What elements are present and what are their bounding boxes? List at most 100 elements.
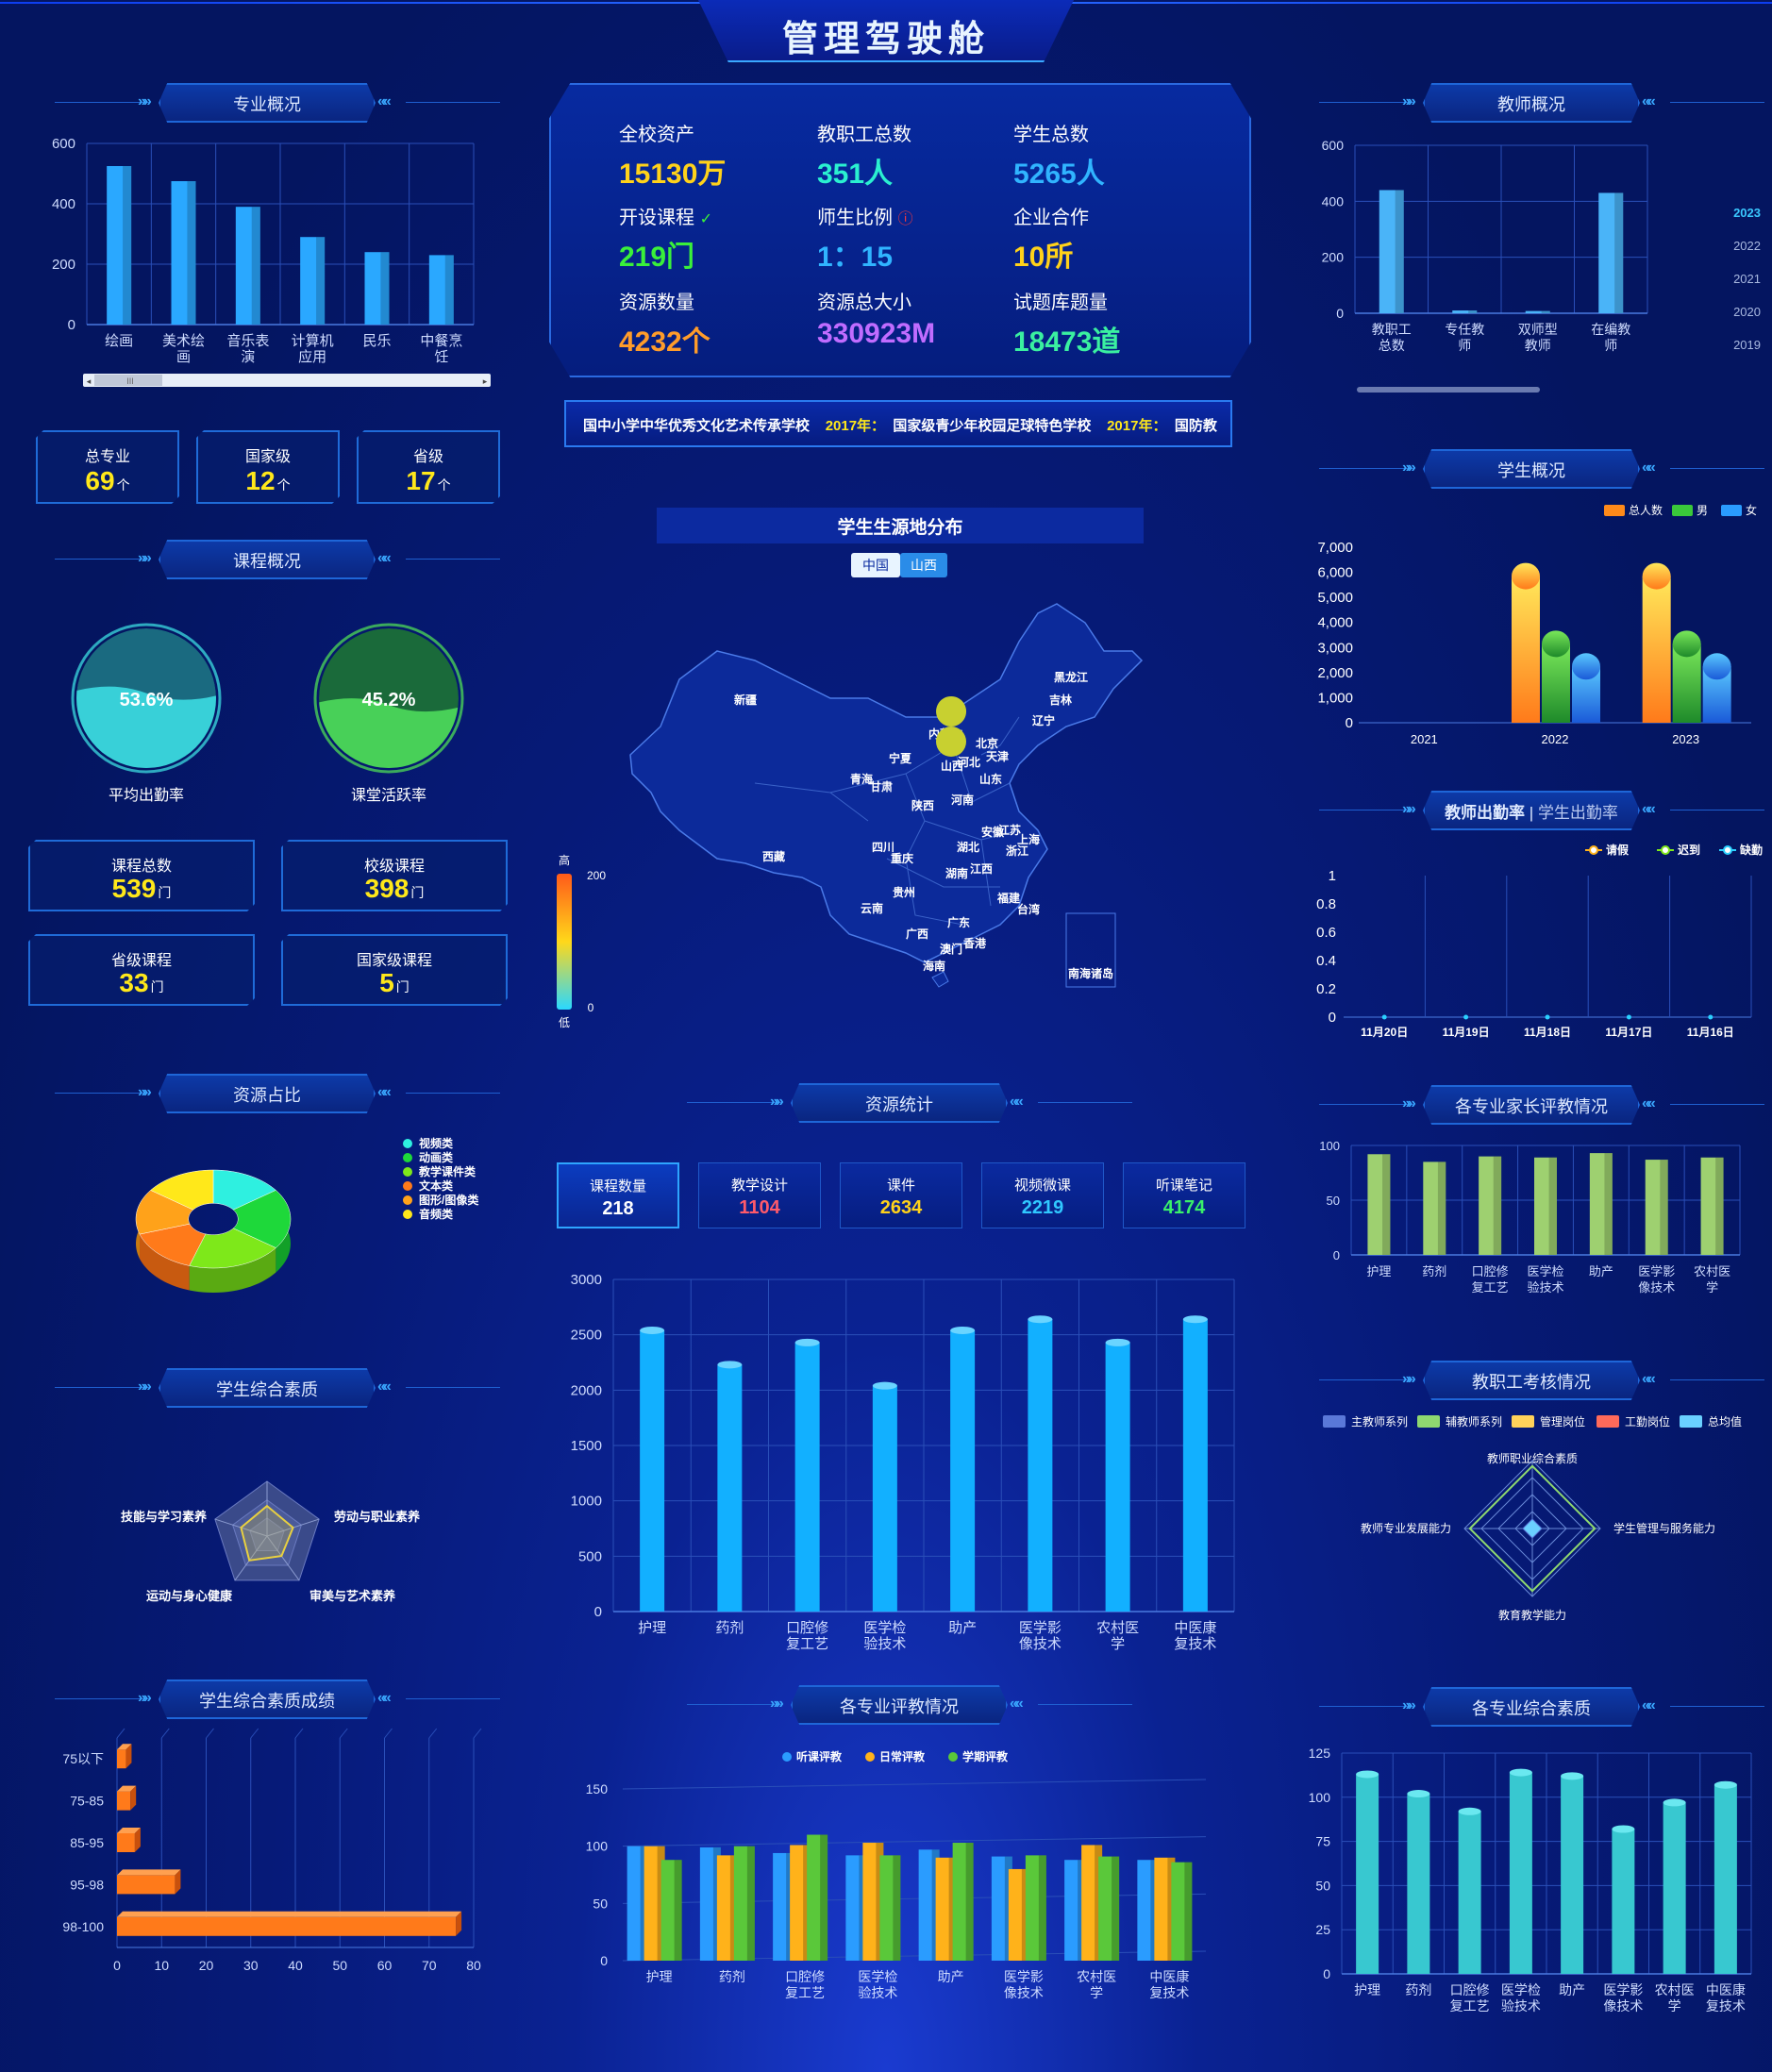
bar[interactable] — [1356, 1774, 1379, 1974]
chevron-right-icon: »» — [1402, 1371, 1416, 1387]
bar[interactable] — [1452, 310, 1478, 313]
bar[interactable] — [1561, 1776, 1584, 1974]
bar[interactable] — [845, 1855, 867, 1961]
bar[interactable] — [1479, 1156, 1502, 1255]
bar[interactable] — [364, 252, 390, 325]
major-chart-scrollbar[interactable] — [83, 374, 491, 387]
bar[interactable] — [717, 1364, 743, 1612]
color-scale[interactable] — [557, 874, 572, 1010]
info-icon: ⓘ — [897, 211, 913, 227]
bar[interactable] — [935, 1857, 957, 1961]
resource-tab[interactable]: 教学设计 1104 — [698, 1162, 821, 1228]
map-shape[interactable] — [629, 603, 1144, 963]
bar[interactable] — [300, 237, 326, 325]
bar[interactable] — [1713, 1784, 1737, 1974]
radar-series[interactable] — [240, 1504, 294, 1562]
scrollbar-thumb[interactable] — [94, 375, 162, 386]
data-point[interactable] — [1463, 1014, 1469, 1020]
data-point[interactable] — [1708, 1014, 1713, 1020]
bar[interactable] — [807, 1834, 828, 1961]
bar[interactable] — [1182, 1319, 1208, 1612]
bar[interactable] — [952, 1843, 974, 1961]
bar[interactable] — [1407, 1794, 1430, 1974]
bar[interactable] — [1612, 1829, 1635, 1974]
bar[interactable] — [1367, 1154, 1391, 1255]
bar[interactable] — [1154, 1857, 1176, 1961]
bar[interactable] — [1700, 1157, 1724, 1255]
resource-tab[interactable]: 听课笔记 4174 — [1123, 1162, 1245, 1228]
bar[interactable] — [1512, 576, 1540, 723]
bar[interactable] — [428, 255, 454, 325]
bar[interactable] — [1171, 1862, 1193, 1961]
bar[interactable] — [1509, 1772, 1532, 1974]
bar[interactable] — [790, 1845, 811, 1961]
bar[interactable] — [1458, 1811, 1481, 1974]
bar[interactable] — [794, 1342, 820, 1612]
legend-label: 管理岗位 — [1540, 1414, 1585, 1429]
resource-tab[interactable]: 课程数量 218 — [557, 1162, 679, 1228]
bar-shade — [1437, 1161, 1446, 1255]
tab-teacher-attendance[interactable]: 教师出勤率 — [1445, 804, 1526, 822]
bar[interactable] — [117, 1833, 135, 1852]
bar[interactable] — [950, 1329, 976, 1612]
resource-tab[interactable]: 视频微课 2219 — [981, 1162, 1104, 1228]
bar[interactable] — [640, 1329, 665, 1612]
bar[interactable] — [1064, 1860, 1086, 1961]
bar[interactable] — [991, 1856, 1012, 1961]
y-tick-label: 0 — [594, 1604, 602, 1620]
bar[interactable] — [1025, 1855, 1046, 1961]
legend-dot — [403, 1167, 412, 1177]
bar[interactable] — [1525, 310, 1550, 313]
bar[interactable] — [1008, 1868, 1029, 1961]
x-tick-label: 中医康 — [1174, 1620, 1216, 1636]
bar[interactable] — [1379, 190, 1404, 313]
title-bar: 管理驾驶舱 — [0, 0, 1772, 75]
bar[interactable] — [1663, 1802, 1686, 1974]
bar[interactable] — [862, 1843, 884, 1961]
radar-series[interactable] — [1522, 1518, 1543, 1539]
data-point[interactable] — [1626, 1014, 1631, 1020]
bar[interactable] — [107, 166, 132, 325]
bar[interactable] — [879, 1855, 901, 1961]
bar[interactable] — [1105, 1342, 1130, 1612]
data-point[interactable] — [1381, 1014, 1387, 1020]
y-tick-label: 0 — [1336, 306, 1344, 321]
bar[interactable] — [716, 1855, 738, 1961]
chevron-right-icon: »» — [138, 1690, 152, 1706]
bar[interactable] — [773, 1852, 794, 1961]
bar[interactable] — [117, 1875, 176, 1895]
resource-tab[interactable]: 课件 2634 — [840, 1162, 962, 1228]
bar[interactable] — [1645, 1160, 1668, 1255]
bar[interactable] — [1598, 192, 1624, 313]
bar[interactable] — [171, 181, 196, 325]
bar[interactable] — [699, 1846, 721, 1961]
bar[interactable] — [1423, 1161, 1446, 1255]
pie-slice[interactable] — [150, 1169, 214, 1211]
data-point[interactable] — [1545, 1014, 1550, 1020]
bar[interactable] — [1137, 1860, 1159, 1961]
y-tick-label: 0.4 — [1316, 953, 1336, 969]
bar[interactable] — [660, 1860, 682, 1961]
bar[interactable] — [1081, 1845, 1103, 1961]
bar[interactable] — [117, 1916, 457, 1936]
x-tick-label: 像技术 — [1638, 1280, 1675, 1295]
tab-student-attendance[interactable]: 学生出勤率 — [1537, 804, 1618, 822]
map-tab-shanxi[interactable] — [900, 553, 947, 577]
bar[interactable] — [1642, 576, 1671, 723]
bar[interactable] — [627, 1846, 648, 1961]
map-tab-china[interactable] — [851, 553, 900, 577]
title-box — [698, 0, 1074, 62]
bar[interactable] — [235, 207, 260, 325]
bar[interactable] — [1028, 1319, 1053, 1612]
bar[interactable] — [644, 1846, 665, 1961]
bar[interactable] — [1534, 1157, 1557, 1255]
bar[interactable] — [1098, 1856, 1120, 1961]
bar[interactable] — [117, 1749, 126, 1769]
bar[interactable] — [117, 1791, 131, 1811]
teacher-chart-scrollbar[interactable] — [1357, 387, 1540, 393]
bar[interactable] — [918, 1849, 940, 1961]
bar[interactable] — [872, 1385, 897, 1612]
bar[interactable] — [733, 1846, 755, 1961]
radar-series[interactable] — [1468, 1464, 1596, 1593]
bar[interactable] — [1589, 1153, 1613, 1255]
